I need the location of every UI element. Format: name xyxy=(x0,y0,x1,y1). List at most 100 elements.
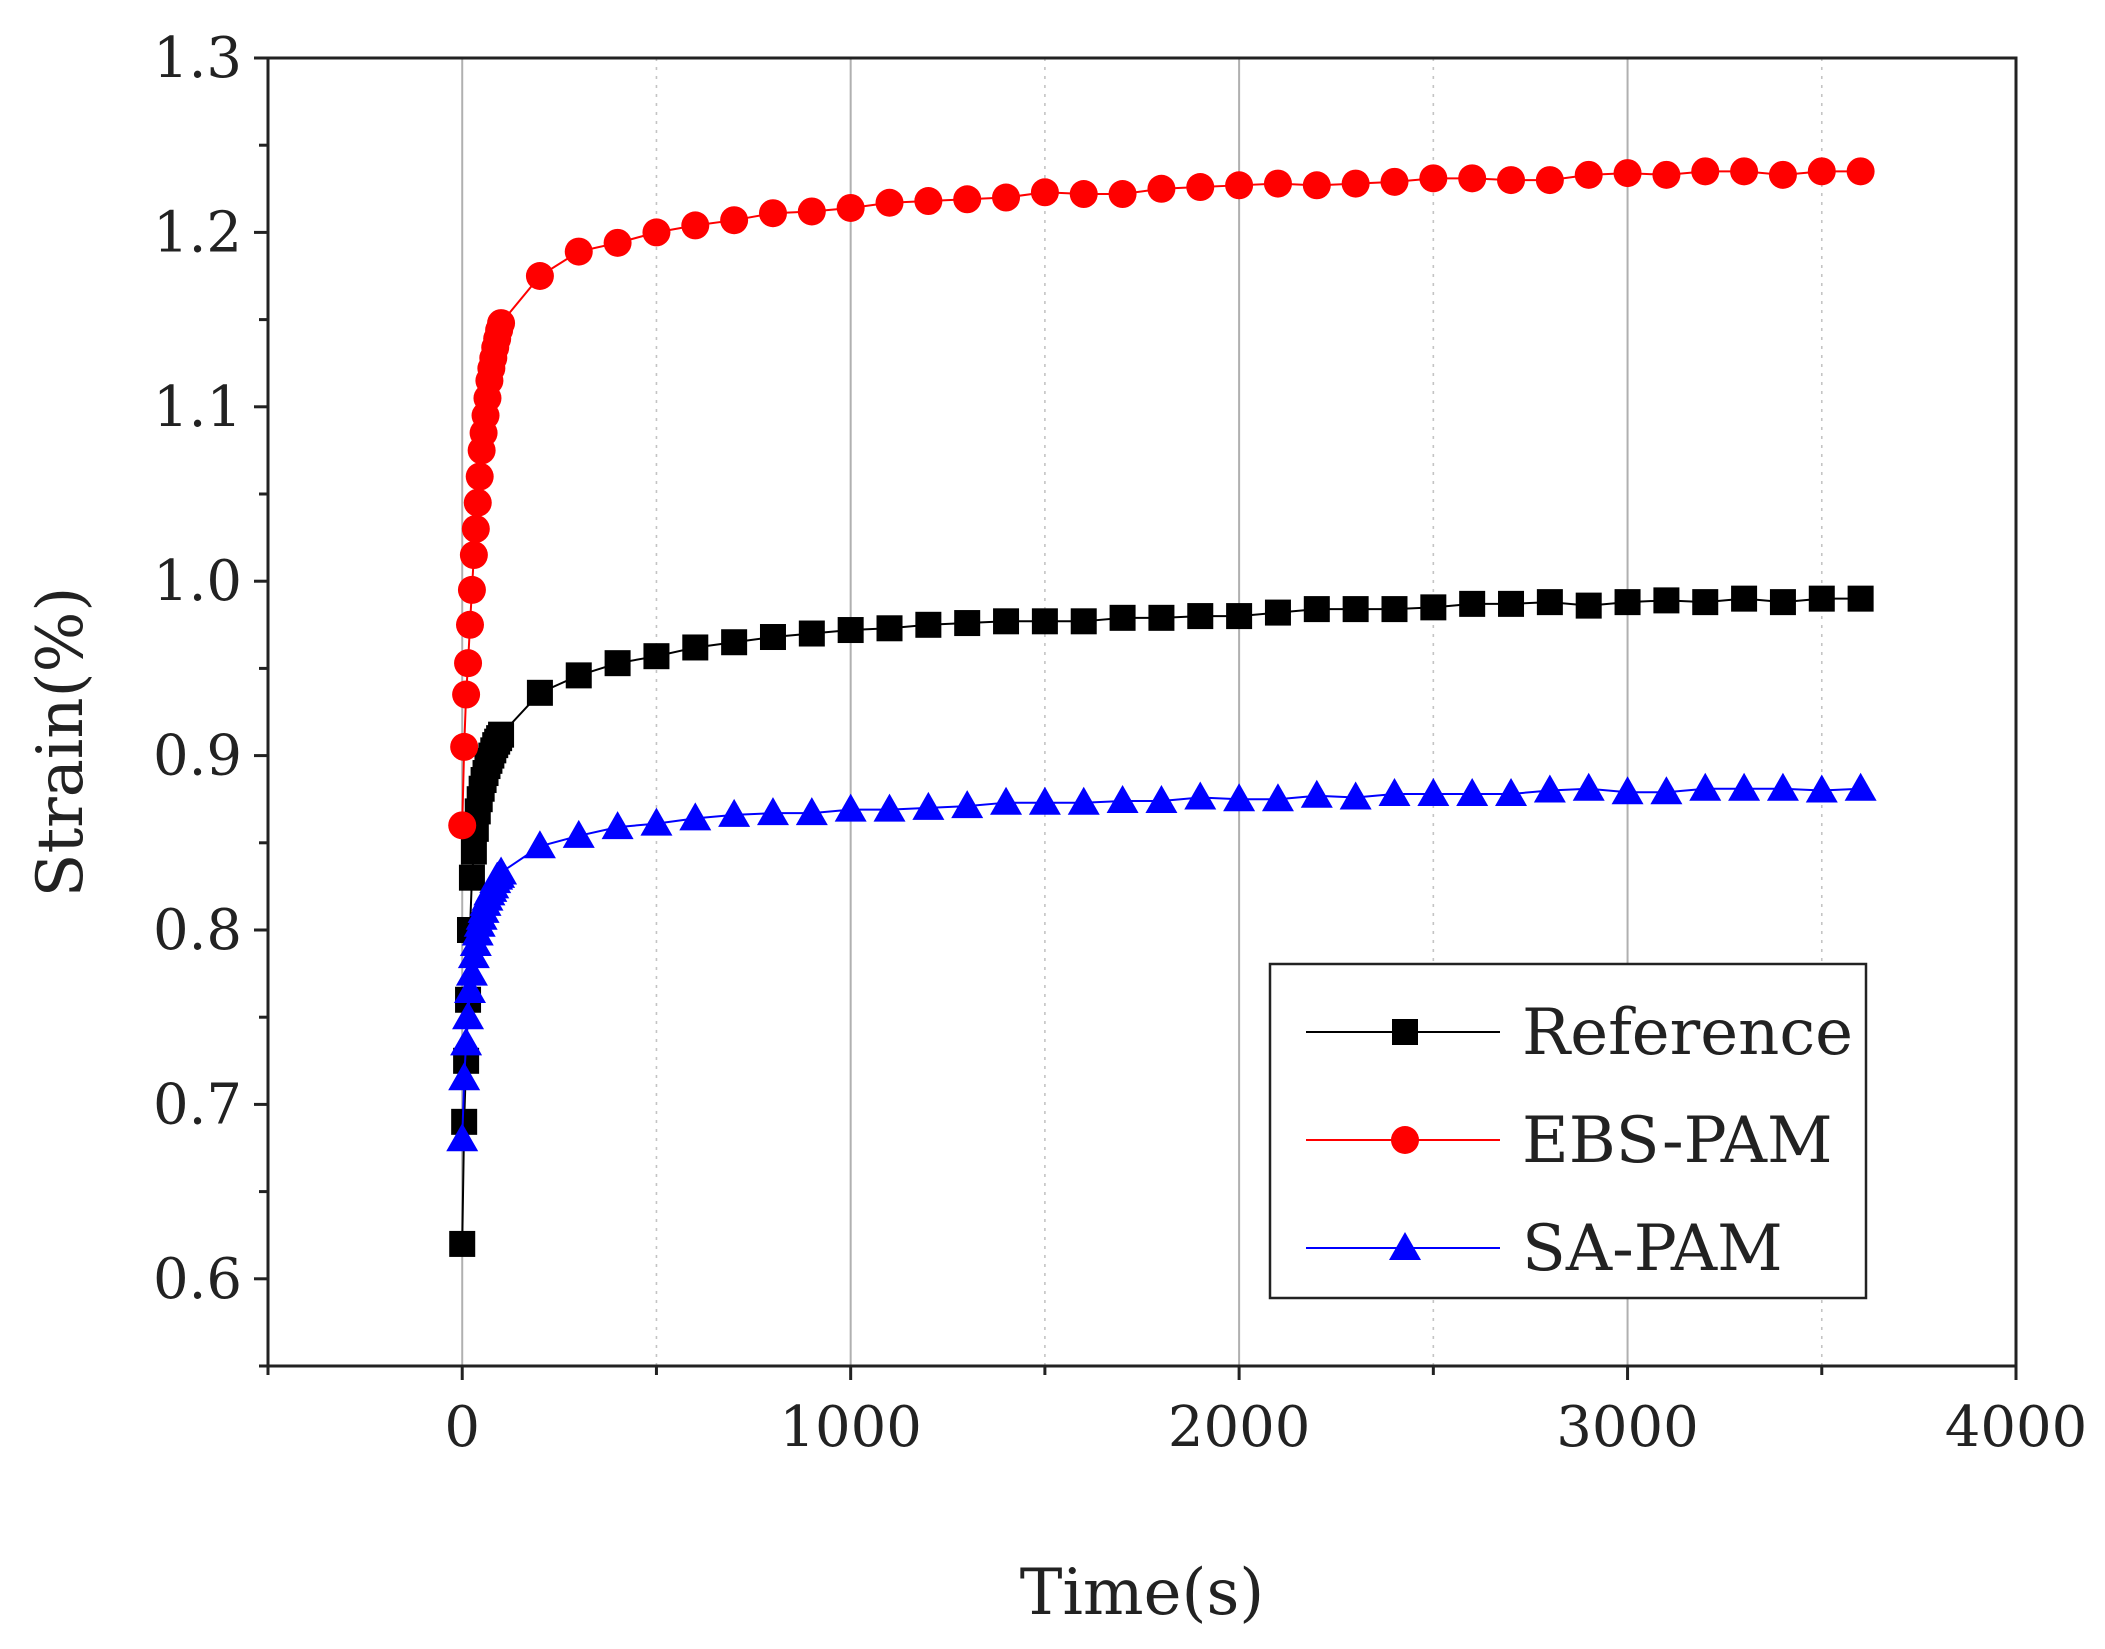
data-point-sa-pam xyxy=(1300,779,1333,808)
data-point-reference xyxy=(458,864,485,891)
data-point-sa-pam xyxy=(679,802,712,831)
data-point-sa-pam xyxy=(873,793,906,822)
data-point-ebs-pam xyxy=(1069,180,1098,209)
data-point-sa-pam xyxy=(1689,772,1722,801)
data-point-ebs-pam xyxy=(487,309,516,338)
plot-area xyxy=(266,56,2018,1368)
data-point-ebs-pam xyxy=(1730,157,1759,186)
data-point-reference xyxy=(682,634,709,661)
data-point-ebs-pam xyxy=(642,218,671,247)
legend: Reference EBS-PAM SA-PAM xyxy=(1268,962,1868,1300)
data-point-sa-pam xyxy=(1456,777,1489,806)
data-point-reference xyxy=(488,721,515,748)
data-point-sa-pam xyxy=(1184,781,1217,810)
data-point-reference xyxy=(643,643,670,670)
data-point-sa-pam xyxy=(523,830,556,859)
data-point-ebs-pam xyxy=(681,211,710,240)
data-point-ebs-pam xyxy=(1225,171,1254,200)
data-point-reference xyxy=(1031,608,1058,635)
legend-label-sa-pam: SA-PAM xyxy=(1522,1212,1783,1286)
data-point-reference xyxy=(1303,596,1330,623)
data-point-ebs-pam xyxy=(1419,164,1448,193)
data-point-reference xyxy=(1226,603,1253,630)
y-tick-label: 1.0 xyxy=(153,549,242,614)
data-point-ebs-pam xyxy=(564,237,593,266)
data-point-reference xyxy=(1187,603,1214,630)
legend-marker-reference xyxy=(1392,1019,1418,1045)
data-point-sa-pam xyxy=(601,811,634,840)
y-tick-label: 0.9 xyxy=(153,724,242,789)
data-point-reference xyxy=(1769,589,1796,616)
data-point-ebs-pam xyxy=(953,185,982,214)
data-point-ebs-pam xyxy=(454,649,483,678)
data-point-reference xyxy=(798,620,825,647)
data-point-sa-pam xyxy=(834,793,867,822)
data-point-sa-pam xyxy=(1572,772,1605,801)
data-point-reference xyxy=(915,611,942,638)
data-point-sa-pam xyxy=(951,790,984,819)
data-point-ebs-pam xyxy=(1497,166,1526,195)
data-point-sa-pam xyxy=(448,1062,481,1091)
data-point-sa-pam xyxy=(1106,784,1139,813)
data-point-reference xyxy=(1070,608,1097,635)
data-point-sa-pam xyxy=(452,1001,485,1030)
data-point-ebs-pam xyxy=(758,199,787,228)
data-point-ebs-pam xyxy=(720,206,749,235)
data-point-ebs-pam xyxy=(1186,173,1215,202)
data-point-ebs-pam xyxy=(836,193,865,222)
data-point-reference xyxy=(565,662,592,689)
data-point-sa-pam xyxy=(756,797,789,826)
data-point-sa-pam xyxy=(485,856,518,885)
data-point-sa-pam xyxy=(1728,772,1761,801)
y-tick-label: 0.7 xyxy=(153,1072,242,1137)
data-point-sa-pam xyxy=(1766,772,1799,801)
legend-marker-sa-pam xyxy=(1389,1232,1421,1260)
data-point-ebs-pam xyxy=(1458,164,1487,193)
data-point-ebs-pam xyxy=(797,197,826,226)
x-axis-title: Time(s) xyxy=(1020,1556,1265,1630)
y-tick-label: 1.1 xyxy=(153,375,242,440)
data-point-sa-pam xyxy=(455,957,488,986)
y-tick-label: 0.6 xyxy=(153,1247,242,1312)
data-point-sa-pam xyxy=(795,797,828,826)
data-point-ebs-pam xyxy=(603,228,632,257)
data-point-sa-pam xyxy=(1495,777,1528,806)
data-point-reference xyxy=(1264,599,1291,626)
y-tick-label: 1.2 xyxy=(153,200,242,265)
data-point-sa-pam xyxy=(990,786,1023,815)
legend-label-reference: Reference xyxy=(1522,996,1853,1070)
data-point-ebs-pam xyxy=(1535,166,1564,195)
series-ebs-pam xyxy=(448,157,1875,840)
data-point-sa-pam xyxy=(912,791,945,820)
data-point-ebs-pam xyxy=(525,262,554,290)
data-point-reference xyxy=(460,838,487,865)
data-point-sa-pam xyxy=(446,1123,479,1152)
data-point-ebs-pam xyxy=(459,541,488,570)
data-point-sa-pam xyxy=(1028,786,1061,815)
data-point-ebs-pam xyxy=(1574,160,1603,189)
data-point-sa-pam xyxy=(1533,774,1566,803)
data-point-reference xyxy=(954,610,981,637)
x-tick-label: 1000 xyxy=(779,1395,922,1460)
x-tick-label: 4000 xyxy=(1945,1395,2088,1460)
series-layer xyxy=(446,157,1877,1257)
legend-marker-ebs-pam xyxy=(1391,1126,1419,1154)
data-point-sa-pam xyxy=(718,798,751,827)
data-point-ebs-pam xyxy=(455,610,484,639)
y-tick-label: 1.3 xyxy=(153,26,242,91)
data-point-reference xyxy=(993,608,1020,635)
data-point-sa-pam xyxy=(453,975,486,1004)
data-point-sa-pam xyxy=(450,1027,483,1056)
data-point-reference xyxy=(1808,585,1835,612)
data-point-reference xyxy=(1847,585,1874,612)
data-point-reference xyxy=(1342,596,1369,623)
data-point-ebs-pam xyxy=(1147,174,1176,203)
data-point-sa-pam xyxy=(1805,774,1838,803)
data-point-ebs-pam xyxy=(457,575,486,604)
legend-label-ebs-pam: EBS-PAM xyxy=(1522,1104,1833,1178)
data-point-reference xyxy=(449,1230,476,1257)
data-point-sa-pam xyxy=(1650,776,1683,805)
data-point-reference xyxy=(1692,589,1719,616)
data-point-ebs-pam xyxy=(992,183,1021,212)
data-point-ebs-pam xyxy=(448,811,477,840)
